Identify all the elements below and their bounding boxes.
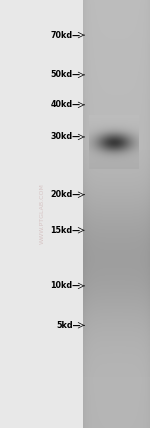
Text: 40kd—: 40kd— [51, 100, 81, 110]
Text: 10kd—: 10kd— [51, 281, 81, 291]
Text: 5kd—: 5kd— [56, 321, 81, 330]
Text: WWW.PTGLAB.COM: WWW.PTGLAB.COM [39, 184, 45, 244]
Text: 30kd—: 30kd— [51, 132, 81, 142]
Text: 50kd—: 50kd— [51, 70, 81, 80]
Text: 20kd—: 20kd— [50, 190, 81, 199]
Text: 70kd—: 70kd— [51, 30, 81, 40]
Text: 15kd—: 15kd— [51, 226, 81, 235]
